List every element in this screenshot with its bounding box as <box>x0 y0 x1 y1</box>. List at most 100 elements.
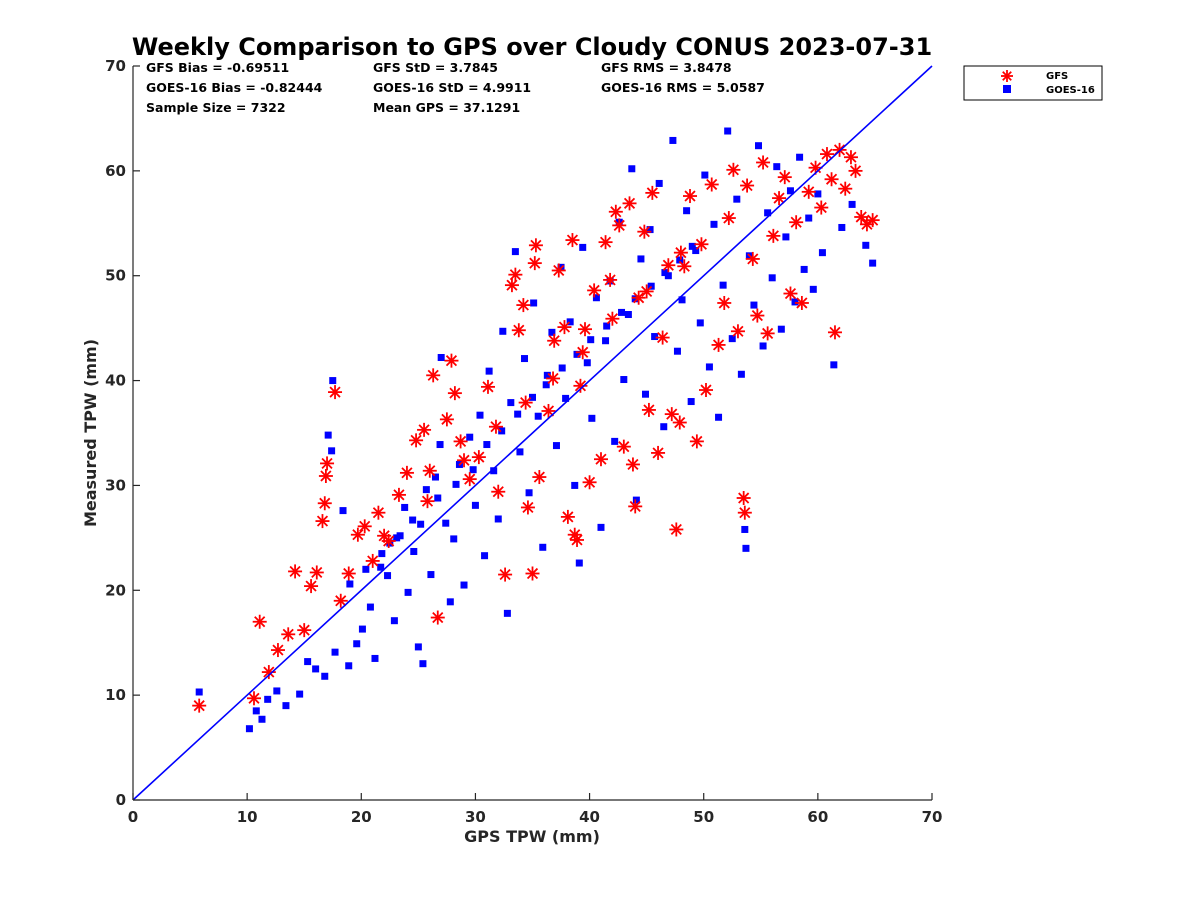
gfs-point <box>557 320 572 335</box>
goes16-point <box>624 311 632 319</box>
gfs-point <box>789 215 804 230</box>
goes16-point <box>642 390 650 398</box>
gfs-point <box>318 468 333 483</box>
gfs-point <box>639 284 654 299</box>
gfs-point <box>766 228 781 243</box>
goes16-point <box>195 688 203 696</box>
goes16-point <box>809 285 817 293</box>
x-tick-label: 20 <box>351 808 372 826</box>
gfs-point <box>814 200 829 215</box>
gfs-point <box>745 251 760 266</box>
gfs-point <box>740 178 755 193</box>
goes16-point <box>701 171 709 179</box>
gfs-point <box>582 475 597 490</box>
stat-goes-rms: GOES-16 RMS = 5.0587 <box>601 80 765 95</box>
gfs-point <box>673 245 688 260</box>
gfs-point <box>518 395 533 410</box>
y-tick-label: 0 <box>116 791 126 809</box>
gfs-point <box>527 256 542 271</box>
goes16-point <box>768 274 776 282</box>
gfs-point <box>520 500 535 515</box>
gfs-point <box>546 371 561 386</box>
goes16-point <box>728 335 736 343</box>
goes16-point <box>471 501 479 509</box>
gfs-point <box>525 566 540 581</box>
gfs-point <box>598 235 613 250</box>
goes16-point <box>469 466 477 474</box>
goes16-point <box>417 520 425 528</box>
gfs-point <box>726 162 741 177</box>
legend: GFS GOES-16 <box>963 65 1103 101</box>
goes16-point <box>655 179 663 187</box>
goes16-point <box>466 433 474 441</box>
goes16-point <box>296 690 304 698</box>
gfs-point <box>672 415 687 430</box>
goes16-point <box>777 325 785 333</box>
gfs-point <box>409 433 424 448</box>
gfs-point <box>677 259 692 274</box>
gfs-point <box>593 452 608 467</box>
goes16-point <box>252 707 260 715</box>
gfs-point <box>772 191 787 206</box>
y-tick-label: 10 <box>105 686 126 704</box>
goes16-point <box>521 355 529 363</box>
goes16-point <box>848 200 856 208</box>
gfs-point <box>365 553 380 568</box>
gfs-point <box>357 519 372 534</box>
x-tick-label: 30 <box>465 808 486 826</box>
one-to-one-line <box>132 65 933 801</box>
goes16-point <box>558 364 566 372</box>
gfs-point <box>838 181 853 196</box>
goes16-point <box>304 658 312 666</box>
gfs-point <box>560 509 575 524</box>
gfs-point <box>669 522 684 537</box>
goes16-point <box>755 142 763 150</box>
gfs-point <box>683 189 698 204</box>
gfs-point <box>661 258 676 273</box>
gfs-point <box>655 330 670 345</box>
goes16-point <box>814 190 822 198</box>
goes16-point <box>573 350 581 358</box>
gfs-point <box>246 691 261 706</box>
goes16-point <box>414 643 422 651</box>
goes16-point <box>328 447 336 455</box>
legend-gfs-marker <box>1001 70 1013 82</box>
gfs-point <box>717 295 732 310</box>
goes16-point <box>378 550 386 558</box>
goes16-point <box>782 233 790 241</box>
goes16-point <box>476 411 484 419</box>
x-tick-label: 0 <box>128 808 138 826</box>
goes16-point <box>401 503 409 511</box>
gfs-point <box>628 499 643 514</box>
goes16-point <box>673 347 681 355</box>
goes16-point <box>796 153 804 161</box>
stat-mean-gps: Mean GPS = 37.1291 <box>373 100 520 115</box>
goes16-point <box>737 370 745 378</box>
gfs-point <box>827 325 842 340</box>
goes16-point <box>516 448 524 456</box>
plot-area: 0 10 20 30 40 50 60 70 0 10 20 30 40 50 60 70 <box>105 57 942 826</box>
legend-goes16-marker <box>1003 85 1011 93</box>
goes16-point <box>321 672 329 680</box>
gfs-point <box>575 345 590 360</box>
goes16-point <box>371 654 379 662</box>
goes16-point <box>312 665 320 673</box>
gfs-point <box>760 326 775 341</box>
goes16-point <box>618 308 626 316</box>
gfs-point <box>498 567 513 582</box>
goes16-point <box>362 565 370 573</box>
x-ticks: 0 10 20 30 40 50 60 70 <box>128 793 942 826</box>
goes16-point <box>683 207 691 215</box>
gfs-point <box>328 385 343 400</box>
gfs-point <box>297 623 312 638</box>
goes16-point <box>696 319 704 327</box>
goes16-point <box>592 294 600 302</box>
goes16-point <box>324 431 332 439</box>
gfs-point <box>317 496 332 511</box>
goes16-point <box>838 223 846 231</box>
goes16-point <box>358 625 366 633</box>
goes16-point <box>676 256 684 264</box>
gfs-point <box>333 593 348 608</box>
gfs-point <box>471 450 486 465</box>
goes16-point <box>460 581 468 589</box>
